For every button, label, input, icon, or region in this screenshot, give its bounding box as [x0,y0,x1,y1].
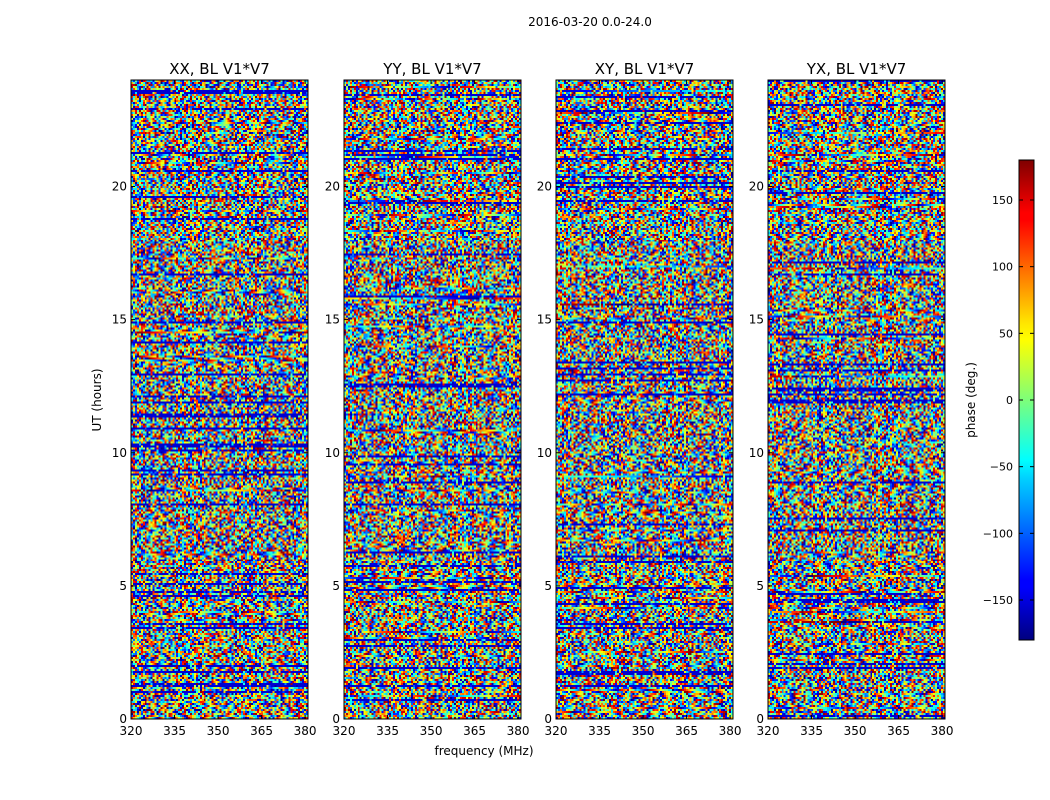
figure-suptitle: 2016-03-20 0.0-24.0 [528,15,652,29]
phase-heatmap [344,80,521,719]
x-tick-label: 335 [588,724,611,738]
y-tick-label: 0 [332,712,340,726]
y-tick-label: 20 [325,180,340,194]
x-tick-label: 320 [333,724,356,738]
y-tick-label: 15 [325,313,340,327]
y-tick-label: 20 [749,180,764,194]
panel-2: YY, BL V1*V7 320 335 350 365 380 0 5 10 15 20 [325,60,530,738]
y-tick-label: 10 [537,446,552,460]
phase-heatmap [768,80,945,719]
y-tick-label: 10 [325,446,340,460]
panel-frame [767,79,946,720]
x-tick-label: 335 [376,724,399,738]
colorbar-tick-label: 150 [992,194,1013,207]
x-tick-label: 350 [632,724,655,738]
panel-frame [130,79,309,720]
y-tick-label: 15 [112,313,127,327]
x-tick-label: 350 [844,724,867,738]
x-axis-label: frequency (MHz) [434,744,533,758]
panel-title: XY, BL V1*V7 [595,60,695,78]
panel-frame [343,79,522,720]
y-tick-label: 15 [537,313,552,327]
colorbar-tick-label: −150 [983,594,1013,607]
x-tick-label: 380 [507,724,530,738]
x-tick-label: 320 [120,724,143,738]
panel-4: YX, BL V1*V7 320 335 350 365 380 0 5 10 15 20 [749,60,954,738]
x-tick-label: 350 [207,724,230,738]
y-tick-label: 15 [749,313,764,327]
colorbar-tick-label: 0 [1006,394,1013,407]
x-tick-label: 380 [294,724,317,738]
x-tick-label: 350 [420,724,443,738]
phase-heatmap [556,80,733,719]
panel-3: XY, BL V1*V7 320 335 350 365 380 0 5 10 15 20 [537,60,742,738]
y-tick-label: 20 [112,180,127,194]
x-tick-label: 365 [250,724,273,738]
colorbar: 150 100 50 0 −50 −100 −150 phase (deg.) [964,159,1035,641]
x-tick-label: 365 [675,724,698,738]
x-tick-label: 380 [931,724,954,738]
colorbar-tick-label: 50 [999,327,1013,340]
y-tick-label: 5 [544,579,552,593]
x-tick-label: 365 [887,724,910,738]
y-axis-label: UT (hours) [90,368,104,431]
panel-title: YX, BL V1*V7 [806,60,907,78]
x-tick-label: 335 [800,724,823,738]
x-tick-label: 380 [719,724,742,738]
x-tick-label: 320 [757,724,780,738]
y-tick-label: 0 [544,712,552,726]
phase-heatmap [131,80,308,719]
y-tick-label: 5 [756,579,764,593]
colorbar-tick-label: −50 [990,461,1013,474]
y-tick-label: 20 [537,180,552,194]
panel-title: YY, BL V1*V7 [382,60,481,78]
colorbar-ticks: 150 100 50 0 −50 −100 −150 [983,194,1034,607]
colorbar-label: phase (deg.) [964,362,978,438]
y-tick-label: 0 [119,712,127,726]
colorbar-tick-label: 100 [992,261,1013,274]
panel-frame [555,79,734,720]
x-tick-label: 320 [545,724,568,738]
x-tick-label: 365 [463,724,486,738]
colorbar-tick-label: −100 [983,527,1013,540]
y-tick-label: 5 [332,579,340,593]
y-tick-label: 0 [756,712,764,726]
y-tick-label: 10 [112,446,127,460]
panel-title: XX, BL V1*V7 [169,60,270,78]
y-tick-label: 5 [119,579,127,593]
y-tick-label: 10 [749,446,764,460]
panel-1: XX, BL V1*V7 320 335 350 365 380 0 5 10 15 20 [112,60,317,738]
x-tick-label: 335 [163,724,186,738]
